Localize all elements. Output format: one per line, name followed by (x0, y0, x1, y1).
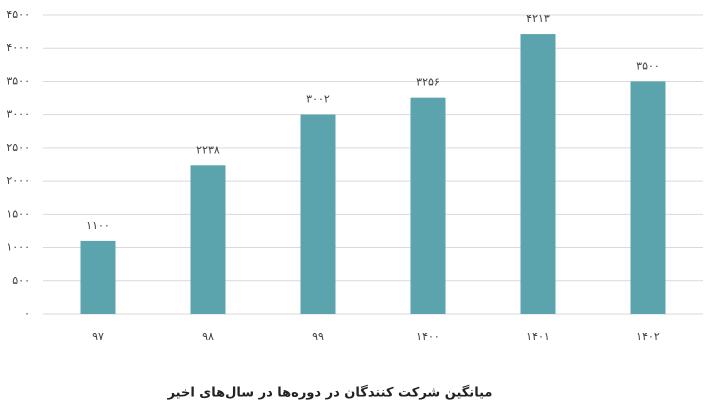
chart-title: میانگین شرکت کنندگان در دوره‌ها در سال‌ه… (167, 385, 493, 401)
y-tick-label: ۳۵۰۰ (6, 74, 30, 87)
y-tick-label: ۴۰۰۰ (6, 41, 30, 54)
y-tick-label: ۰ (24, 307, 30, 320)
value-label: ۱۱۰۰ (86, 219, 110, 232)
x-tick-label: ۱۴۰۰ (416, 330, 440, 343)
x-tick-label: ۱۴۰۲ (636, 330, 660, 343)
x-tick-label: ۹۹ (312, 330, 324, 343)
bar (520, 34, 556, 315)
value-label: ۳۲۵۶ (416, 76, 440, 89)
y-tick-label: ۱۰۰۰ (6, 241, 30, 254)
y-tick-label: ۲۰۰۰ (6, 174, 30, 187)
y-tick-label: ۳۰۰۰ (6, 108, 30, 121)
value-label: ۲۲۳۸ (196, 143, 220, 156)
y-tick-label: ۱۵۰۰ (6, 207, 30, 220)
x-tick-label: ۹۷ (92, 330, 104, 343)
bar (630, 81, 666, 314)
bar (300, 114, 336, 314)
bar (80, 240, 116, 314)
value-label: ۳۵۰۰ (636, 59, 660, 72)
y-tick-label: ۵۰۰ (12, 274, 30, 287)
x-tick-label: ۱۴۰۱ (526, 330, 550, 343)
value-label: ۳۰۰۲ (306, 93, 330, 106)
value-label: ۴۲۱۳ (526, 12, 550, 25)
y-tick-label: ۲۵۰۰ (6, 141, 30, 154)
y-tick-label: ۴۵۰۰ (6, 8, 30, 21)
x-tick-label: ۹۸ (202, 330, 214, 343)
bar (410, 97, 446, 314)
bar (190, 165, 226, 314)
